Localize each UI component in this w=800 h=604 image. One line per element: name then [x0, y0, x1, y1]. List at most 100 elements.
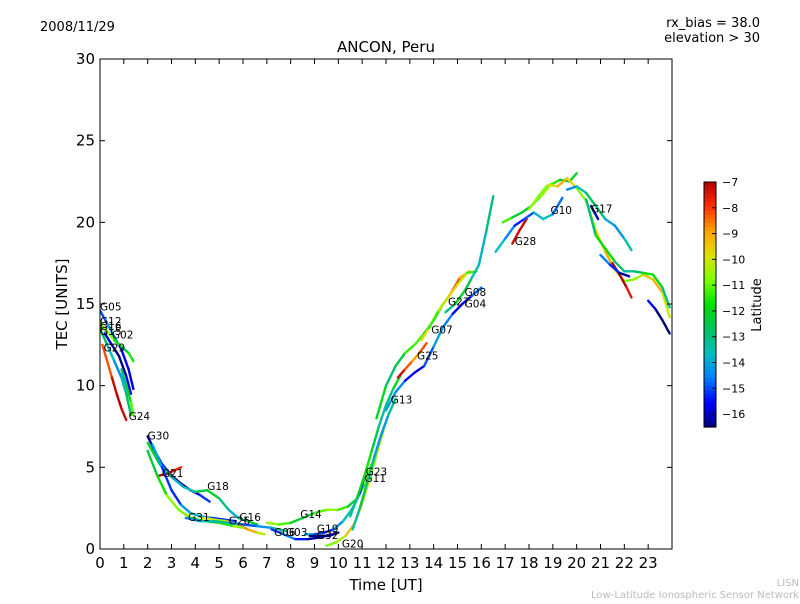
series-segment	[341, 506, 354, 523]
series-segment	[632, 273, 645, 281]
satellite-label: G04	[465, 298, 487, 310]
colorbar-band	[704, 186, 716, 191]
series-segment	[241, 523, 259, 528]
colorbar-band	[704, 218, 716, 224]
series-segment	[442, 312, 454, 329]
series-segment	[403, 359, 414, 371]
series-g02	[103, 332, 133, 396]
colorbar-band	[704, 333, 716, 338]
series-segment	[394, 351, 407, 368]
series-segment	[594, 204, 607, 221]
series-segment	[403, 343, 416, 355]
series-g10	[494, 196, 564, 253]
y-tick-label: 20	[76, 213, 95, 231]
series-segment	[120, 368, 128, 387]
series-segment	[384, 391, 397, 412]
x-axis: 0 1 2 3 4 5 6 7 8 9 10 11 12 13 14 15 16 17 18 19 20 21 22 23	[95, 59, 658, 572]
x-tick-label: 2	[143, 554, 153, 572]
series-segment	[125, 374, 133, 396]
series-segment	[155, 474, 168, 497]
series-segment	[368, 453, 378, 482]
series-segment	[151, 443, 164, 469]
series-segment	[470, 286, 483, 298]
credit-line-2: Low-Latitude Ionospheric Sensor Network	[591, 590, 799, 600]
series-g22	[527, 177, 671, 319]
series-segment	[432, 325, 445, 348]
colorbar-band	[704, 292, 716, 297]
colorbar-band	[704, 263, 716, 269]
y-tick-label: 10	[76, 377, 95, 395]
x-tick-label: 4	[191, 554, 201, 572]
series-segment	[613, 224, 626, 240]
series-segment	[551, 196, 564, 216]
series-segment	[125, 384, 133, 404]
series-g08	[427, 270, 478, 330]
series-segment	[110, 376, 118, 396]
series-segment	[117, 355, 128, 378]
series-segment	[170, 475, 185, 489]
series-g09	[565, 185, 633, 252]
series-segment	[608, 263, 621, 275]
series-g04	[444, 194, 495, 314]
series-segment	[651, 273, 664, 289]
series-segment	[365, 456, 376, 485]
series-segment	[100, 327, 109, 347]
series-segment	[511, 211, 524, 219]
satellite-label: G16	[239, 512, 261, 524]
colorbar-band	[704, 414, 716, 420]
x-tick-label: 3	[167, 554, 177, 572]
satellite-label: G13	[391, 395, 413, 407]
series-segment	[642, 271, 655, 276]
series-segment	[256, 524, 273, 529]
satellite-label: G03	[286, 527, 308, 539]
series-g13	[384, 286, 483, 412]
series-g32	[308, 531, 340, 538]
series-g29	[101, 343, 128, 422]
series-segment	[461, 294, 473, 306]
series-segment	[113, 359, 123, 379]
x-tick-label: 16	[472, 554, 491, 572]
colorbar-band	[704, 320, 716, 326]
x-axis-label: Time [UT]	[348, 576, 422, 594]
series-g12	[100, 322, 135, 363]
series-segment	[327, 531, 340, 538]
series-segment	[568, 172, 578, 183]
series-segment	[413, 332, 426, 347]
colorbar-band	[704, 418, 716, 424]
colorbar-band	[704, 353, 716, 359]
colorbar-tick-label: −16	[722, 408, 745, 421]
satellite-label: G14	[300, 509, 322, 521]
series-segment	[217, 497, 230, 511]
series-segment	[532, 211, 545, 221]
series-segment	[210, 516, 226, 521]
colorbar-band	[704, 235, 716, 240]
series-segment	[100, 309, 109, 325]
colorbar-band	[704, 349, 716, 355]
series-segment	[642, 273, 655, 281]
series-segment	[661, 319, 671, 335]
colorbar-band	[704, 361, 716, 367]
series-g15	[100, 327, 133, 417]
colorbar-band	[704, 296, 716, 302]
series-segment	[565, 185, 578, 191]
series-segment	[222, 518, 238, 523]
x-tick-label: 1	[119, 554, 129, 572]
series-segment	[513, 217, 526, 227]
satellite-label: G32	[317, 530, 339, 542]
series-segment	[103, 332, 114, 347]
satellite-label: G11	[365, 473, 387, 485]
series-segment	[172, 466, 183, 472]
colorbar-band	[704, 390, 716, 395]
series-segment	[201, 516, 216, 521]
series-g31	[151, 443, 238, 523]
colorbar-band	[704, 259, 716, 265]
colorbar-band	[704, 378, 716, 383]
series-segment	[206, 489, 221, 500]
series-segment	[523, 211, 535, 221]
series-segment	[451, 302, 464, 315]
series-g06	[184, 516, 288, 533]
series-segment	[189, 511, 202, 518]
series-segment	[372, 433, 383, 459]
series-segment	[661, 291, 671, 319]
